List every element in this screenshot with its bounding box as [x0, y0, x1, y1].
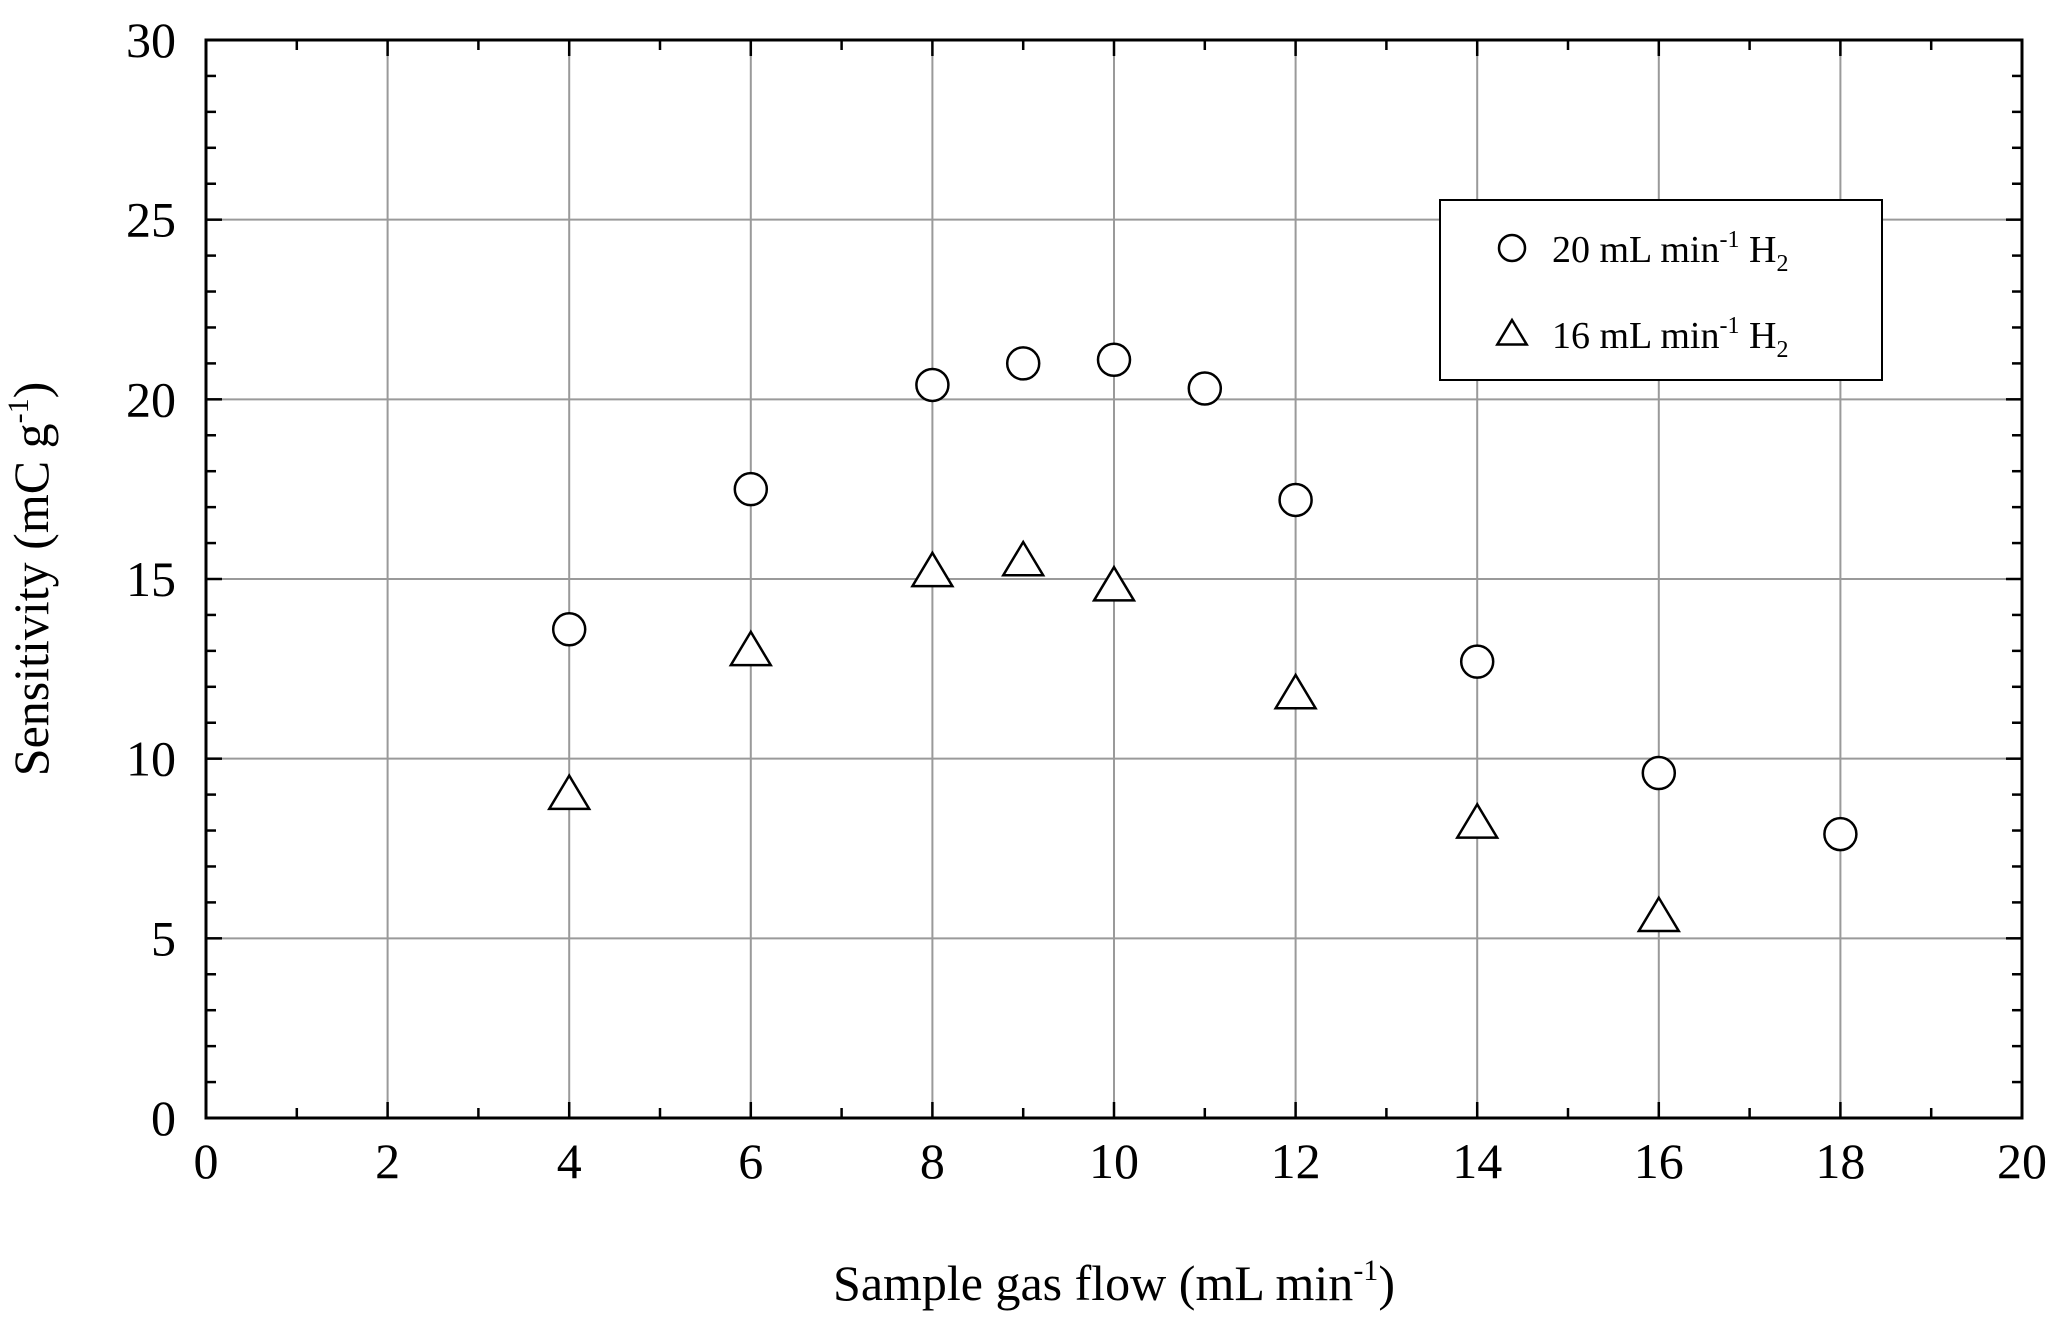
plot-area-frame [204, 38, 2024, 1120]
legend-box [1439, 199, 1883, 381]
y-axis-title-main: Sensitivity (mC g [3, 423, 59, 776]
x-tick-label: 12 [1271, 1133, 1321, 1189]
x-axis-title-tail: ) [1378, 1255, 1395, 1311]
tick-labels: 0 2 4 6 8 10 12 14 16 18 20 0 5 10 15 20 25 30 [126, 12, 2047, 1189]
data-point-20ml-h2 [1459, 644, 1495, 679]
data-point-20ml-h2 [551, 612, 587, 647]
data-point-20ml-h2 [1278, 482, 1313, 518]
y-tick-label: 25 [126, 192, 176, 248]
x-tick-label: 14 [1452, 1133, 1502, 1189]
x-axis-title-sup: -1 [1353, 1254, 1378, 1287]
data-point-16ml-h2 [1636, 895, 1681, 933]
legend-label-20-ml-sup: -1 [1719, 227, 1739, 253]
x-axis-title-main: Sample gas flow (mL min [833, 1255, 1353, 1311]
data-point-16ml-h2 [910, 550, 955, 588]
legend-label-20-ml-b: H [1739, 229, 1776, 271]
data-point-16ml-h2 [1091, 564, 1137, 602]
legend-circle-marker [1497, 233, 1527, 263]
y-axis-title-tail: ) [3, 382, 59, 399]
data-point-20ml-h2 [733, 471, 769, 507]
legend-label-20-ml: 20 mL min-1 H2 [1552, 227, 1788, 277]
x-tick-label: 6 [738, 1133, 763, 1189]
legend-label-16-ml: 16 mL min-1 H2 [1552, 313, 1788, 363]
y-tick-label: 10 [126, 731, 176, 787]
y-tick-label: 0 [151, 1090, 176, 1146]
legend-label-16-ml-sup: -1 [1719, 313, 1739, 339]
x-tick-label: 10 [1089, 1133, 1139, 1189]
x-tick-label: 0 [194, 1133, 219, 1189]
y-tick-label: 20 [126, 371, 176, 427]
data-point-20ml-h2 [915, 367, 950, 403]
data-point-20ml-h2 [1005, 346, 1041, 381]
x-axis-title: Sample gas flow (mL min-1) [833, 1254, 1395, 1311]
axis-ticks [204, 38, 2024, 1120]
legend-label-16-ml-sub: 2 [1776, 337, 1788, 363]
data-markers [547, 342, 1858, 933]
data-point-16ml-h2 [547, 773, 592, 811]
y-tick-label: 30 [126, 12, 176, 68]
data-point-20ml-h2 [1096, 342, 1132, 378]
data-point-16ml-h2 [1273, 672, 1318, 710]
data-point-20ml-h2 [1641, 755, 1677, 791]
x-tick-label: 2 [375, 1133, 400, 1189]
x-tick-label: 18 [1815, 1133, 1865, 1189]
y-tick-label: 15 [126, 551, 176, 607]
x-tick-label: 20 [1997, 1133, 2047, 1189]
legend-triangle-marker [1495, 317, 1529, 346]
y-axis-title-sup: -1 [2, 398, 35, 423]
y-axis-title: Sensitivity (mC g-1) [2, 382, 59, 776]
legend-label-16-ml-a: 16 mL min [1552, 315, 1719, 357]
x-tick-label: 8 [920, 1133, 945, 1189]
x-tick-label: 4 [557, 1133, 582, 1189]
data-point-20ml-h2 [1187, 371, 1223, 406]
data-point-16ml-h2 [1455, 801, 1500, 839]
legend-label-16-ml-b: H [1739, 315, 1776, 357]
data-point-16ml-h2 [1001, 539, 1046, 577]
x-tick-label: 16 [1634, 1133, 1684, 1189]
legend: 20 mL min-1 H2 16 mL min-1 H2 [1439, 199, 1883, 381]
data-point-16ml-h2 [728, 629, 773, 667]
data-point-20ml-h2 [1823, 816, 1858, 852]
legend-label-20-ml-a: 20 mL min [1552, 229, 1719, 271]
y-tick-label: 5 [151, 910, 176, 966]
legend-label-20-ml-sub: 2 [1776, 251, 1788, 277]
